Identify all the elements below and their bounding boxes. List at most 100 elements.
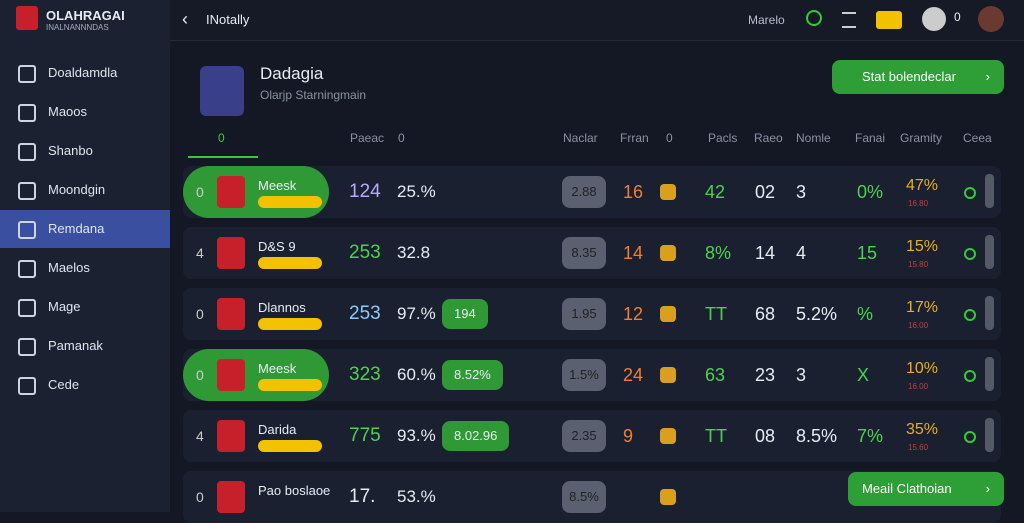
- column-header: Raeo: [754, 131, 783, 145]
- nav-label: Maoos: [48, 104, 88, 119]
- nav-icon: [18, 143, 36, 161]
- nav-label: Mage: [48, 299, 81, 314]
- nav-label: Pamanak: [48, 338, 103, 353]
- cell-f: 14: [755, 243, 776, 263]
- cell-h: 0%: [857, 182, 884, 202]
- nav-icon: [18, 182, 36, 200]
- icon: [660, 367, 676, 383]
- cell-rank: 4: [196, 245, 204, 261]
- nav-label: Maelos: [48, 260, 90, 275]
- cell-d: 12: [623, 304, 644, 324]
- nav-label: Moondgin: [48, 182, 106, 197]
- button-label: Meail Clathoian: [862, 481, 952, 496]
- nav-item[interactable]: Cede: [0, 366, 170, 404]
- nav-item[interactable]: Shanbo: [0, 132, 170, 170]
- user-name: Marelo: [748, 13, 785, 27]
- nav-item[interactable]: Pamanak: [0, 327, 170, 365]
- cell-b: 53.%: [397, 487, 436, 506]
- team-crest: [217, 176, 245, 208]
- cell-g: 4: [796, 243, 807, 263]
- nav-item[interactable]: Mage: [0, 288, 170, 326]
- cell-b: 93.%: [397, 426, 436, 445]
- nav-label: Cede: [48, 377, 80, 392]
- stats-button[interactable]: Stat bolendeclar ›: [832, 60, 1004, 94]
- table-row[interactable]: 0 Meesk 124 25.% 16 42 02 3 0% 47% 2.88 16.80: [183, 166, 1001, 218]
- nav-item[interactable]: Maelos: [0, 249, 170, 287]
- column-header: Naclar: [563, 131, 598, 145]
- team-crest: [217, 481, 245, 513]
- sidebar: OLAHRAGAI INALNANNNDAS Doaldamdla Maoos Sh…: [0, 0, 170, 512]
- cell-b: 97.%: [397, 304, 436, 323]
- badge[interactable]: [876, 11, 902, 29]
- cell-e: 42: [705, 182, 726, 202]
- cell-h: X: [857, 365, 870, 385]
- cell-b: 60.%: [397, 365, 436, 384]
- column-header: Paeac: [350, 131, 385, 145]
- progress: [258, 379, 322, 391]
- tab-underline: [188, 156, 258, 158]
- nav-icon: [18, 260, 36, 278]
- status-dot: [964, 370, 976, 382]
- menu[interactable]: [842, 12, 856, 28]
- rate-box: 1.5%: [562, 359, 606, 391]
- cell-a: 253: [349, 303, 381, 324]
- cell-i: 10%: [906, 360, 939, 377]
- tag: 194: [442, 299, 488, 329]
- team-name: Dadagia: [260, 64, 324, 83]
- cell-rank: 0: [196, 306, 204, 322]
- status-dot: [964, 431, 976, 443]
- cell-g: 3: [796, 365, 807, 385]
- avatar[interactable]: [978, 6, 1004, 32]
- icon: [660, 245, 676, 261]
- icon[interactable]: [806, 10, 822, 26]
- cell-a: 17.: [349, 486, 376, 507]
- cell-f: 23: [755, 365, 776, 385]
- cell-name: Meesk: [258, 361, 297, 376]
- back[interactable]: ‹: [182, 9, 188, 29]
- icon: [660, 306, 676, 322]
- status-dot: [964, 309, 976, 321]
- cell-rank: 0: [196, 184, 204, 200]
- cell-e: TT: [705, 426, 727, 446]
- table-row[interactable]: 0 Meesk 323 60.% 24 63 23 3 X 10% 8.52% 1.5% 16.00: [183, 349, 1001, 401]
- cell-i: 15%: [906, 238, 939, 255]
- cell-e: TT: [705, 304, 727, 324]
- cell-h: %: [857, 304, 874, 324]
- avatar[interactable]: [922, 7, 946, 31]
- nav-icon: [18, 104, 36, 122]
- nav-item[interactable]: Remdana: [0, 210, 170, 248]
- team-crest: [217, 359, 245, 391]
- icon: [660, 184, 676, 200]
- table-row[interactable]: 4 Darida 775 93.% 9 TT 08 8.5% 7% 35% 8.02.96 2.35 1…: [183, 410, 1001, 462]
- progress: [258, 440, 322, 452]
- column-header: Fanai: [855, 131, 886, 145]
- cell-name: Dlannos: [258, 300, 306, 315]
- nav-icon: [18, 221, 36, 239]
- cell-j: 15.80: [908, 260, 929, 269]
- column-header: 0: [398, 131, 405, 145]
- footer-button[interactable]: Meail Clathoian ›: [848, 472, 1004, 506]
- scroll-handle: [985, 357, 994, 391]
- column-header: Nomle: [796, 131, 831, 145]
- scroll-handle: [985, 418, 994, 452]
- column-header: Gramity: [900, 131, 942, 145]
- nav-item[interactable]: Doaldamdla: [0, 54, 170, 92]
- cell-g: 8.5%: [796, 426, 838, 446]
- nav-item[interactable]: Moondgin: [0, 171, 170, 209]
- cell-rank: 4: [196, 428, 204, 444]
- cell-d: 9: [623, 426, 634, 446]
- cell-e: 63: [705, 365, 726, 385]
- table-row[interactable]: 0 Dlannos 253 97.% 12 TT 68 5.2%% 17% 194 1.95 16.0…: [183, 288, 1001, 340]
- cell-f: 02: [755, 182, 776, 202]
- cell-h: 15: [857, 243, 878, 263]
- column-header: Ceea: [963, 131, 992, 145]
- team-subtitle: Olarjp Starningmain: [260, 88, 367, 102]
- table-row[interactable]: 4 D&S 9 253 32.8 14 8% 14 4 15 15% 8.35 15.80: [183, 227, 1001, 279]
- column-header: Frran: [620, 131, 649, 145]
- nav-item[interactable]: Maoos: [0, 93, 170, 131]
- cell-b: 25.%: [397, 182, 436, 201]
- button-label: Stat bolendeclar: [862, 69, 956, 84]
- icon: [660, 428, 676, 444]
- topbar: ‹ INotally Marelo 0: [170, 0, 1024, 41]
